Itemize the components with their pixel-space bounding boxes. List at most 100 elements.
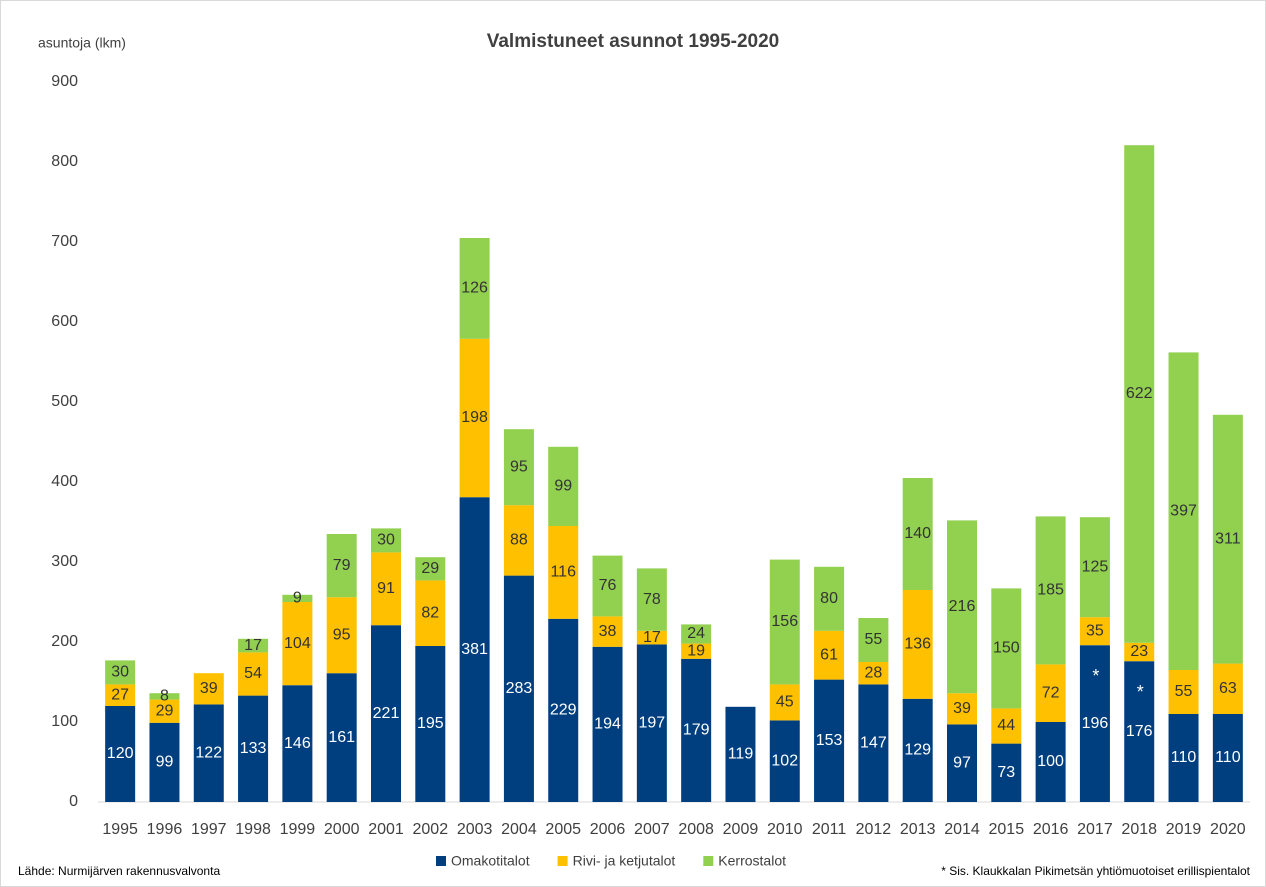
data-label: 197 — [638, 714, 665, 731]
data-label: 88 — [510, 532, 528, 549]
data-label: 221 — [373, 705, 400, 722]
data-label: 19 — [687, 642, 705, 659]
data-label: 54 — [244, 665, 262, 682]
data-label: 150 — [993, 640, 1020, 657]
bar-segment — [1124, 661, 1155, 802]
chart-title: Valmistuneet asunnot 1995-2020 — [487, 31, 780, 52]
x-tick-label: 2008 — [678, 821, 714, 838]
data-label: 381 — [461, 641, 488, 658]
data-label: 80 — [820, 590, 838, 607]
x-tick-label: 2001 — [368, 821, 404, 838]
x-tick-label: 2005 — [545, 821, 581, 838]
x-tick-label: 2004 — [501, 821, 537, 838]
data-label: 133 — [240, 740, 267, 757]
x-tick-label: 1998 — [235, 821, 271, 838]
data-label: 61 — [820, 646, 838, 663]
bar-segment — [326, 673, 357, 802]
data-label: 8 — [160, 688, 169, 705]
x-tick-label: 1996 — [147, 821, 183, 838]
bar-segment — [769, 720, 800, 802]
data-label: 45 — [776, 694, 794, 711]
bar-segment — [415, 646, 446, 802]
data-label: 17 — [244, 637, 262, 654]
bar-segment — [1035, 516, 1066, 665]
x-tick-label: 1999 — [280, 821, 316, 838]
data-label: 35 — [1086, 622, 1104, 639]
data-label: 229 — [550, 702, 577, 719]
data-label: 147 — [860, 734, 887, 751]
data-label: 78 — [643, 591, 661, 608]
bar-segment — [592, 646, 623, 802]
bar-segment — [238, 695, 269, 802]
bar-segment — [947, 520, 977, 694]
x-tick-label: 1995 — [102, 821, 138, 838]
bar-segment — [814, 630, 845, 680]
annotation: * — [1092, 666, 1099, 686]
y-axis-label: asuntoja (lkm) — [38, 35, 126, 51]
data-label: 140 — [904, 525, 931, 542]
data-label: 30 — [111, 664, 129, 681]
data-label: 30 — [377, 532, 395, 549]
y-tick-label: 100 — [51, 713, 78, 730]
data-label: 23 — [1130, 643, 1148, 660]
data-label: 153 — [816, 732, 843, 749]
data-label: 99 — [156, 754, 174, 771]
y-tick-label: 500 — [51, 393, 78, 410]
data-label: 216 — [949, 598, 976, 615]
bar-segment — [326, 597, 357, 674]
legend-label: Rivi- ja ketjutalot — [573, 853, 676, 869]
x-tick-label: 2018 — [1121, 821, 1157, 838]
data-label: 73 — [997, 764, 1015, 781]
bar-segment — [548, 526, 579, 619]
bar-segment — [548, 446, 579, 526]
data-label: 91 — [377, 580, 395, 597]
data-label: 63 — [1219, 680, 1237, 697]
data-label: 97 — [953, 754, 971, 771]
legend-label: Omakotitalot — [451, 853, 530, 869]
data-label: 76 — [599, 577, 617, 594]
y-tick-label: 200 — [51, 633, 78, 650]
bar-segment — [858, 618, 889, 662]
bar-segment — [947, 693, 977, 725]
bar-segment — [503, 575, 534, 802]
y-tick-label: 300 — [51, 553, 78, 570]
x-tick-label: 2006 — [590, 821, 626, 838]
bar-segment — [681, 643, 712, 659]
legend-swatch — [703, 856, 714, 866]
data-label: 156 — [771, 613, 798, 630]
bar-segment — [282, 602, 313, 686]
y-tick-label: 800 — [51, 153, 78, 170]
bar-segment — [105, 660, 136, 685]
bar-segment — [282, 685, 313, 802]
bar-segment — [725, 706, 756, 802]
data-label: 397 — [1170, 502, 1197, 519]
data-label: 110 — [1171, 749, 1197, 766]
bar-segment — [858, 662, 889, 685]
data-label: 198 — [461, 409, 488, 426]
bar-segment — [282, 594, 313, 602]
bar-segment — [902, 698, 933, 802]
bar-segment — [681, 658, 712, 802]
data-label: 55 — [1175, 683, 1193, 700]
bar-segment — [149, 693, 180, 700]
x-tick-label: 2013 — [900, 821, 936, 838]
data-label: 110 — [1215, 749, 1241, 766]
bar-segment — [1212, 714, 1243, 802]
data-label: 9 — [293, 590, 302, 607]
legend-swatch — [557, 856, 568, 866]
bar-segment — [503, 429, 534, 506]
data-label: 99 — [554, 478, 572, 495]
bar-segment — [681, 624, 712, 644]
bar-segment — [902, 478, 933, 590]
data-label: 82 — [421, 604, 439, 621]
bar-segment — [991, 588, 1022, 709]
data-label: 195 — [417, 715, 444, 732]
data-label: 39 — [953, 700, 971, 717]
data-label: 44 — [997, 717, 1015, 734]
data-label: 39 — [200, 680, 218, 697]
footnote: * Sis. Klaukkalan Pikimetsän yhtiömuotoi… — [941, 864, 1250, 878]
annotation: * — [1137, 682, 1144, 702]
data-label: 136 — [904, 636, 931, 653]
bar-segment — [415, 557, 446, 581]
data-label: 79 — [333, 557, 351, 574]
